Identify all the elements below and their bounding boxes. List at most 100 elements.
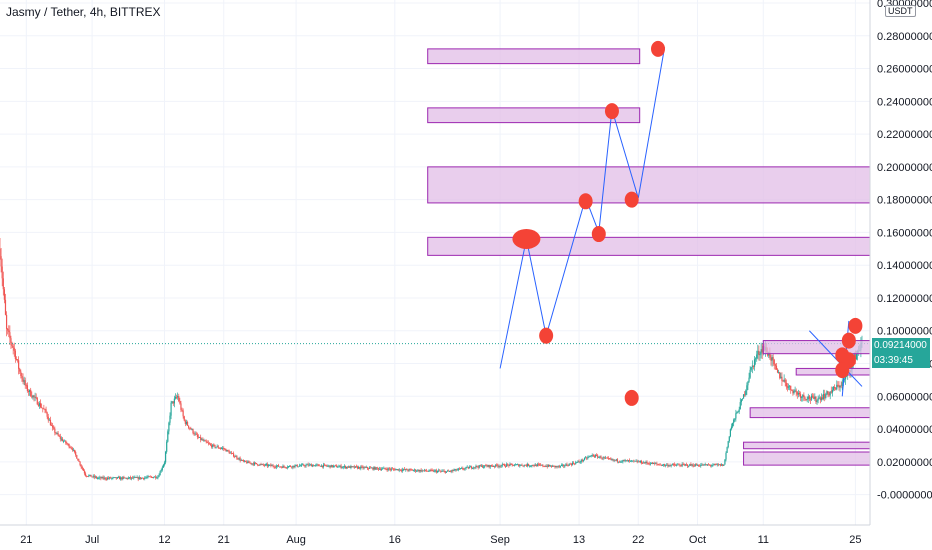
candle-body	[715, 464, 717, 465]
candle-body	[185, 422, 188, 424]
candle-body	[515, 464, 518, 466]
candle-body	[563, 464, 565, 467]
zone-rect[interactable]	[795, 367, 871, 376]
marker-dot[interactable]	[539, 327, 554, 344]
price-tick-label: 0.10000000	[877, 326, 932, 338]
candle-body	[725, 452, 727, 460]
zone-rect[interactable]	[743, 441, 871, 450]
zone-rect[interactable]	[749, 407, 871, 419]
marker-dot[interactable]	[651, 40, 666, 57]
projection-line[interactable]	[499, 47, 666, 369]
candle-body	[805, 399, 807, 400]
candle-body	[214, 444, 216, 448]
candle-body	[517, 464, 519, 466]
marker-dot[interactable]	[835, 362, 850, 379]
candle-body	[264, 464, 266, 466]
candle-body	[843, 379, 846, 381]
candle-body	[666, 464, 668, 466]
candle-body	[90, 474, 92, 477]
candle-body	[128, 477, 131, 479]
trend-line[interactable]	[808, 330, 863, 387]
candle-body	[596, 455, 598, 456]
candle-body	[188, 425, 190, 428]
candle-body	[696, 465, 699, 466]
zone-rect[interactable]	[427, 48, 641, 65]
candle-body	[336, 465, 338, 468]
candle-body	[474, 467, 476, 469]
candle-body	[409, 469, 411, 470]
marker-dot[interactable]	[624, 191, 639, 208]
candle-body	[833, 387, 836, 389]
candle-body	[723, 464, 725, 466]
candle-body	[192, 429, 194, 434]
candle-body	[783, 379, 785, 382]
candle-body	[136, 477, 138, 478]
candle-body	[804, 397, 806, 400]
candle-body	[147, 476, 149, 478]
candle-body	[19, 368, 21, 372]
marker-dot[interactable]	[604, 103, 619, 120]
zone-rect[interactable]	[427, 107, 641, 124]
candle-body	[234, 456, 236, 458]
candle-body	[735, 413, 737, 419]
candle-body	[514, 464, 517, 466]
candle-body	[79, 461, 81, 465]
zone-rect[interactable]	[743, 451, 871, 466]
candle-body	[340, 465, 342, 468]
candle-body	[368, 467, 371, 469]
candle-body	[329, 465, 331, 468]
candle-body	[101, 477, 103, 479]
candle-body	[397, 469, 399, 471]
candle-body	[727, 441, 729, 448]
candle-body	[439, 470, 441, 472]
marker-dot[interactable]	[841, 332, 856, 349]
candle-body	[395, 469, 397, 471]
candle-body	[337, 467, 339, 468]
marker-dot[interactable]	[624, 389, 639, 406]
candle-body	[530, 465, 532, 467]
candle-body	[33, 395, 35, 398]
candle-body	[506, 464, 508, 467]
candle-body	[178, 396, 180, 402]
candle-body	[305, 464, 307, 467]
candle-body	[379, 468, 382, 470]
candle-body	[378, 468, 381, 470]
candle-body	[417, 470, 419, 471]
candle-body	[497, 465, 499, 467]
candle-body	[284, 466, 286, 468]
candle-body	[66, 443, 68, 444]
candle-body	[498, 466, 500, 467]
candle-body	[423, 469, 426, 471]
marker-dot[interactable]	[578, 193, 593, 210]
candle-body	[658, 464, 660, 466]
zone-rect[interactable]	[427, 166, 871, 204]
candle-body	[296, 464, 298, 467]
marker-dot[interactable]	[848, 317, 863, 334]
candle-body	[635, 460, 637, 462]
candle-body	[64, 440, 66, 442]
candle-body	[286, 467, 288, 469]
candle-body	[540, 464, 542, 466]
candle-body	[464, 468, 466, 470]
candle-body	[384, 467, 386, 469]
candle-body	[75, 451, 77, 456]
candle-body	[490, 465, 492, 466]
marker-dot[interactable]	[512, 228, 541, 249]
candle-body	[191, 429, 193, 430]
candle-body	[522, 465, 524, 467]
candle-body	[576, 462, 578, 463]
candle-body	[791, 389, 793, 391]
candle-body	[151, 477, 154, 478]
candle-body	[782, 380, 784, 382]
candle-body	[542, 464, 544, 467]
candle-body	[137, 477, 139, 480]
candle-body	[247, 461, 249, 464]
last-price-tag: 0.09214000	[872, 338, 930, 353]
currency-label[interactable]: USDT	[885, 5, 916, 17]
marker-dot[interactable]	[591, 226, 606, 243]
candle-body	[196, 434, 199, 437]
candle-body	[432, 470, 434, 472]
zone-rect[interactable]	[427, 236, 871, 256]
candle-body	[610, 458, 612, 460]
